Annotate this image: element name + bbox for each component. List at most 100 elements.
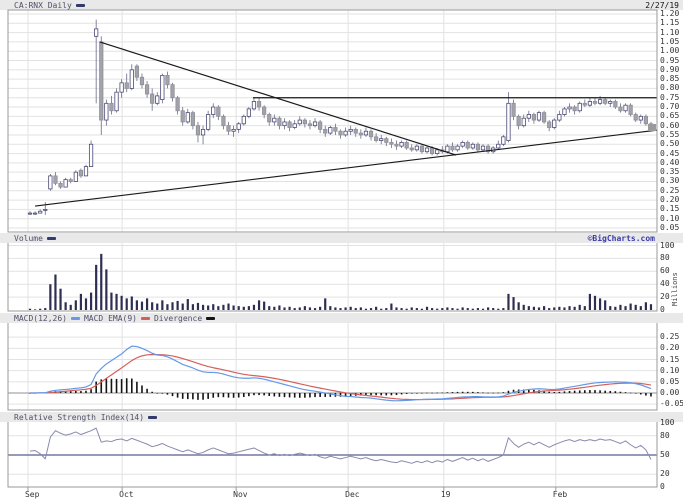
- candle-body: [170, 84, 175, 99]
- divergence-bar: [69, 391, 72, 393]
- macd-ema-line: [30, 353, 652, 401]
- price-tick-label: 0.75: [660, 92, 680, 102]
- divergence-bar: [629, 392, 632, 394]
- volume-bar: [471, 308, 474, 310]
- divergence-bar: [640, 393, 642, 395]
- volume-bar: [201, 304, 205, 310]
- volume-bar: [390, 303, 393, 310]
- divergence-bar: [90, 389, 92, 393]
- volume-bar: [527, 306, 530, 310]
- candle-body: [363, 130, 369, 136]
- volume-bar: [293, 308, 296, 310]
- volume-bar: [217, 306, 220, 310]
- divergence-bar: [110, 378, 113, 393]
- candle-body: [379, 138, 384, 141]
- macd-panel-header: MACD(12,26) MACD EMA(9) Divergence: [0, 313, 683, 323]
- candle-body: [262, 106, 267, 115]
- volume-legend-dash-icon: [46, 236, 56, 240]
- candle-body: [27, 212, 33, 215]
- candle-body: [150, 93, 155, 104]
- divergence-bar: [405, 393, 408, 394]
- divergence-bar: [416, 393, 418, 394]
- candle-body: [455, 145, 460, 151]
- volume-bar: [578, 304, 581, 310]
- candle-body: [216, 106, 221, 117]
- volume-bar: [481, 308, 485, 310]
- candle-body: [536, 112, 542, 121]
- divergence-bar: [329, 393, 332, 397]
- volume-bar: [619, 304, 622, 310]
- candle-body: [246, 108, 251, 117]
- divergence-bar: [217, 393, 220, 398]
- volume-bar: [339, 308, 342, 310]
- candle-body: [628, 104, 633, 115]
- candle-body: [328, 127, 333, 134]
- volume-bar: [222, 304, 225, 310]
- macd-legend-dash-icon: [70, 316, 80, 320]
- volume-bar: [354, 308, 357, 310]
- candle-body: [577, 102, 582, 112]
- volume-bar: [89, 292, 93, 310]
- candle-body: [134, 65, 139, 78]
- candle-body: [633, 114, 638, 121]
- symbol-label: CA:RNX Daily: [14, 0, 72, 10]
- bigcharts-watermark: ©BigCharts.com: [587, 233, 655, 243]
- volume-unit-label: Millions: [671, 272, 679, 306]
- candle-body: [200, 128, 206, 136]
- price-tick-label: 0.50: [660, 139, 680, 149]
- volume-bar: [369, 308, 373, 310]
- volume-panel-header: Volume ©BigCharts.com: [0, 233, 683, 243]
- volume-bar: [227, 303, 230, 310]
- candle-body: [307, 123, 313, 127]
- candle-body: [256, 101, 262, 108]
- candle-body: [109, 102, 114, 112]
- divergence-bar: [584, 390, 586, 393]
- volume-bar: [84, 298, 88, 310]
- volume-bar: [537, 307, 541, 310]
- volume-bar: [441, 308, 444, 310]
- rsi-tick-label: 80: [660, 430, 670, 440]
- divergence-bar: [176, 393, 179, 398]
- candle-body: [394, 143, 399, 147]
- volume-bar: [461, 307, 464, 310]
- candle-body: [277, 117, 282, 127]
- volume-bar: [59, 288, 62, 310]
- volume-bar: [100, 253, 103, 310]
- divergence-bar: [502, 392, 505, 393]
- candle-body: [557, 114, 562, 121]
- candle-body: [409, 147, 414, 151]
- price-tick-label: 1.05: [660, 36, 680, 46]
- volume-bar: [502, 308, 505, 310]
- divergence-bar: [237, 393, 240, 398]
- divergence-bar: [192, 393, 194, 400]
- volume-bar: [487, 307, 490, 310]
- volume-bar: [548, 308, 551, 310]
- divergence-bar: [105, 378, 108, 393]
- divergence-bar: [492, 392, 494, 394]
- candle-body: [323, 128, 328, 134]
- candle-body: [450, 145, 455, 151]
- candle-body: [496, 143, 501, 149]
- candle-body: [48, 175, 53, 190]
- candle-body: [144, 84, 150, 95]
- divergence-bar: [594, 390, 596, 393]
- divergence-bar: [507, 390, 510, 393]
- divergence-bar: [410, 393, 413, 394]
- volume-bar: [74, 300, 77, 310]
- volume-bar: [476, 308, 480, 310]
- volume-bar: [644, 302, 647, 310]
- candle-body: [53, 175, 58, 184]
- candle-body: [430, 147, 435, 154]
- candle-body: [582, 102, 587, 106]
- ascending-support-trendline: [35, 129, 658, 207]
- volume-bar: [609, 306, 612, 310]
- volume-bar: [451, 308, 454, 310]
- price-tick-label: 0.65: [660, 111, 680, 121]
- volume-bar: [79, 293, 82, 310]
- divergence-bar: [319, 393, 321, 397]
- candle-body: [511, 102, 516, 117]
- candle-body: [206, 114, 211, 130]
- candle-body: [643, 115, 648, 125]
- divergence-bar: [197, 393, 199, 400]
